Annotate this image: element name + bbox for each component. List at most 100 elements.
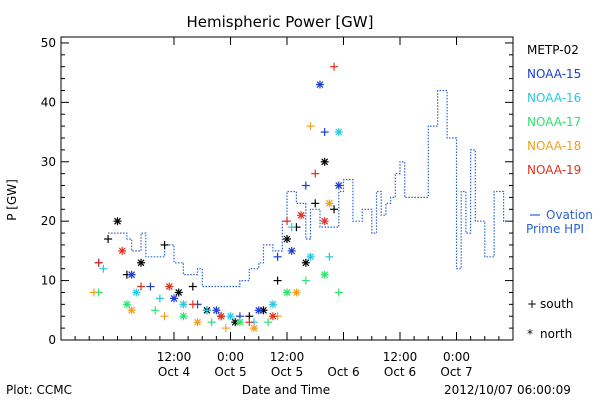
legend-item-noaa-18: NOAA-18 [527, 139, 581, 153]
data-point-metp-02 [273, 276, 282, 285]
data-point-noaa-17 [334, 288, 343, 297]
data-point-noaa-15 [212, 306, 221, 315]
data-point-noaa-16 [325, 252, 334, 261]
x-tick-time-label: 12:00 [157, 350, 192, 364]
data-point-metp-02 [283, 235, 291, 243]
data-point-metp-02 [113, 217, 122, 226]
chart-title: Hemispheric Power [GW] [187, 13, 374, 31]
data-point-metp-02 [160, 240, 169, 249]
x-tick-date-label: Oct 6 [384, 365, 416, 379]
data-point-noaa-19 [268, 312, 277, 321]
data-point-noaa-18 [250, 324, 259, 333]
marker-legend-label: north [540, 327, 572, 341]
data-point-noaa-18 [160, 312, 169, 321]
ovation-legend-label-2: Prime HPI [526, 222, 584, 236]
y-tick-label: 30 [41, 155, 56, 169]
data-point-noaa-15 [170, 294, 178, 303]
legend: METP-02 NOAA-15 NOAA-16 NOAA-17 NOAA-18 NOAA-… [527, 43, 581, 177]
x-tick-date-label: Oct 6 [327, 365, 359, 379]
marker-legend-label: south [540, 297, 574, 311]
y-tick-label: 50 [41, 36, 56, 50]
footer-right: 2012/10/07 06:00:09 [444, 383, 571, 397]
legend-item-noaa-16: NOAA-16 [527, 91, 581, 105]
data-point-noaa-16 [202, 306, 211, 315]
data-point-noaa-17 [235, 318, 244, 327]
x-tick-date-label: Oct 4 [158, 365, 190, 379]
x-tick-time-label: 0:00 [443, 350, 470, 364]
data-point-noaa-18 [306, 122, 315, 131]
x-tick-date-label: Oct 5 [271, 365, 303, 379]
x-tick-time-label: 12:00 [383, 350, 418, 364]
data-point-noaa-17 [301, 276, 310, 285]
data-point-noaa-17 [122, 300, 131, 309]
footer-left: Plot: CCMC [6, 383, 72, 397]
data-point-noaa-18 [221, 324, 230, 333]
data-point-noaa-19 [283, 217, 291, 226]
data-point-noaa-15 [254, 306, 263, 315]
data-point-noaa-19 [311, 169, 320, 178]
marker-legend-symbol: * [527, 327, 533, 341]
x-tick-date-label: Oct 5 [214, 365, 246, 379]
data-point-noaa-19 [245, 318, 254, 327]
marker-legend: + south * north [527, 297, 574, 341]
data-point-noaa-17 [283, 288, 291, 297]
legend-item-noaa-17: NOAA-17 [527, 115, 581, 129]
data-point-noaa-16 [155, 294, 164, 303]
data-point-noaa-16 [306, 252, 315, 261]
data-point-noaa-16 [287, 223, 296, 232]
data-point-noaa-15 [315, 80, 324, 89]
data-point-noaa-19 [217, 312, 226, 321]
data-point-metp-02 [188, 282, 197, 291]
data-point-noaa-19 [165, 282, 174, 291]
y-tick-label: 40 [41, 95, 56, 109]
ovation-legend: Ovation Prime HPI [526, 208, 593, 236]
satellite-points [89, 62, 343, 333]
data-point-noaa-19 [188, 300, 197, 309]
data-point-metp-02 [311, 199, 320, 208]
data-point-noaa-19 [330, 62, 339, 71]
data-point-noaa-17 [179, 312, 188, 321]
data-point-noaa-15 [127, 270, 136, 279]
data-point-noaa-15 [146, 282, 155, 291]
data-point-noaa-18 [292, 288, 301, 297]
ovation-legend-label-1: Ovation [546, 208, 593, 222]
x-axis-label: Date and Time [242, 383, 330, 397]
data-point-noaa-17 [151, 306, 160, 315]
y-tick-label: 0 [48, 333, 56, 347]
data-point-noaa-16 [268, 300, 277, 309]
data-point-noaa-19 [137, 282, 146, 291]
data-point-noaa-18 [325, 199, 334, 208]
data-point-noaa-17 [264, 318, 273, 327]
data-point-noaa-19 [320, 217, 329, 226]
y-tick-label: 10 [41, 274, 56, 288]
data-point-noaa-16 [334, 128, 343, 137]
data-point-noaa-16 [99, 264, 108, 273]
data-point-noaa-16 [132, 288, 141, 297]
data-point-metp-02 [137, 258, 146, 267]
data-point-noaa-15 [334, 181, 343, 190]
data-point-noaa-19 [118, 246, 127, 255]
data-point-metp-02 [174, 288, 183, 297]
data-point-noaa-19 [297, 211, 306, 220]
data-point-noaa-16 [179, 300, 188, 309]
data-point-metp-02 [301, 258, 310, 267]
y-axis-label: P [GW] [5, 179, 19, 221]
data-point-noaa-15 [320, 128, 329, 137]
data-point-noaa-19 [94, 258, 103, 267]
legend-item-noaa-19: NOAA-19 [527, 163, 581, 177]
ovation-hpi-step-line [108, 89, 510, 288]
data-point-noaa-15 [301, 181, 310, 190]
x-tick-time-label: 0:00 [217, 350, 244, 364]
data-point-metp-02 [104, 235, 113, 243]
legend-item-noaa-15: NOAA-15 [527, 67, 581, 81]
legend-item-metp-02: METP-02 [527, 43, 579, 57]
data-point-metp-02 [320, 157, 329, 166]
y-axis: 0 10 20 30 40 50 [41, 36, 513, 347]
ovation-hpi-line [108, 89, 510, 288]
x-tick-date-label: Oct 7 [440, 365, 472, 379]
x-tick-time-label: 12:00 [270, 350, 305, 364]
data-point-noaa-18 [89, 288, 98, 297]
data-point-noaa-17 [207, 318, 216, 327]
data-point-noaa-15 [273, 252, 282, 261]
